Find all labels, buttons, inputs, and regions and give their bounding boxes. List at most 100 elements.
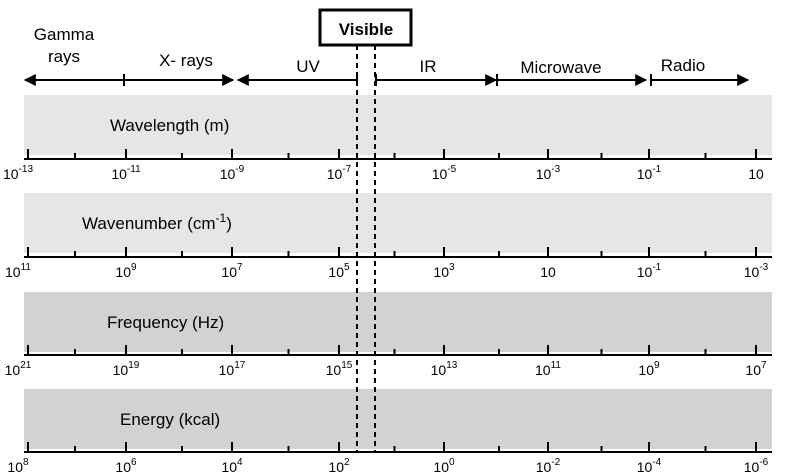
wavenumber-cm-tick-label: 10-3 bbox=[744, 262, 769, 280]
tick-exponent: -3 bbox=[759, 262, 768, 273]
wavenumber-cm-tick-label: 105 bbox=[328, 262, 350, 280]
tick-exponent: -11 bbox=[127, 164, 141, 175]
frequency-hz-label-text: Frequency (Hz) bbox=[107, 313, 224, 332]
tick-base: 10 bbox=[637, 166, 653, 182]
tick-exponent: 21 bbox=[20, 360, 32, 371]
tick-exponent: -5 bbox=[447, 164, 456, 175]
tick-base: 10 bbox=[535, 362, 551, 378]
wavenumber-cm-label-text: Wavenumber (cm bbox=[82, 214, 216, 233]
tick-base: 10 bbox=[328, 459, 344, 475]
tick-base: 10 bbox=[115, 264, 131, 280]
tick-exponent: -9 bbox=[235, 164, 244, 175]
microwave-label: Microwave bbox=[520, 58, 601, 77]
energy-kcal-tick-label: 10-6 bbox=[744, 457, 769, 475]
tick-exponent: 0 bbox=[449, 457, 455, 468]
frequency-hz-tick-label: 109 bbox=[638, 360, 660, 378]
wavelength-m-tick-label: 10-1 bbox=[637, 164, 662, 182]
energy-kcal-tick-label: 100 bbox=[433, 457, 455, 475]
tick-base: 10 bbox=[637, 264, 653, 280]
tick-base: 10 bbox=[433, 459, 449, 475]
tick-exponent: -7 bbox=[342, 164, 351, 175]
wavelength-m-tick-label: 10 bbox=[748, 166, 764, 182]
tick-base: 10 bbox=[433, 264, 449, 280]
tick-base: 10 bbox=[327, 166, 343, 182]
tick-exponent: 11 bbox=[21, 262, 32, 273]
tick-base: 10 bbox=[744, 459, 760, 475]
tick-exponent: 15 bbox=[341, 360, 353, 371]
visible-label: Visible bbox=[339, 20, 394, 39]
tick-exponent: 7 bbox=[761, 360, 767, 371]
frequency-hz-band bbox=[24, 292, 772, 352]
tick-base: 10 bbox=[219, 362, 235, 378]
wavelength-m-band bbox=[24, 95, 772, 155]
tick-base: 10 bbox=[432, 166, 448, 182]
wavelength-m-tick-label: 10-5 bbox=[432, 164, 457, 182]
tick-exponent: 17 bbox=[234, 360, 246, 371]
tick-exponent: 11 bbox=[551, 360, 562, 371]
tick-base: 10 bbox=[431, 362, 447, 378]
tick-exponent: -1 bbox=[652, 262, 661, 273]
wavelength-m-tick-label: 10-9 bbox=[220, 164, 245, 182]
energy-kcal-label-text: Energy (kcal) bbox=[120, 410, 220, 429]
tick-exponent: 9 bbox=[654, 360, 660, 371]
tick-base: 10 bbox=[745, 362, 761, 378]
tick-exponent: 13 bbox=[446, 360, 458, 371]
tick-base: 10 bbox=[637, 459, 653, 475]
tick-base: 10 bbox=[5, 264, 21, 280]
wavenumber-cm-band bbox=[24, 193, 772, 253]
wavelength-m-label-text: Wavelength (m) bbox=[110, 116, 229, 135]
wavelength-m-tick-label: 10-13 bbox=[3, 164, 33, 182]
tick-exponent: -3 bbox=[551, 164, 560, 175]
spectrum-scales: Wavelength (m)10-13 10-11 10-9 10-7 10-5 10-3… bbox=[3, 95, 772, 475]
wavenumber-cm-label-suffix: ) bbox=[226, 214, 232, 233]
uv-label: UV bbox=[296, 57, 320, 76]
tick-base: 10 bbox=[3, 166, 19, 182]
tick-exponent: 3 bbox=[449, 262, 455, 273]
frequency-hz-tick-label: 107 bbox=[745, 360, 767, 378]
energy-kcal-band bbox=[24, 389, 772, 449]
tick-base: 10 bbox=[115, 459, 131, 475]
wavenumber-cm-tick-label: 1011 bbox=[5, 262, 31, 280]
wavenumber-cm-tick-label: 10 bbox=[540, 264, 556, 280]
ir-label: IR bbox=[420, 57, 437, 76]
tick-exponent: 9 bbox=[131, 262, 137, 273]
energy-kcal-tick-label: 102 bbox=[328, 457, 350, 475]
wavenumber-cm-tick-label: 109 bbox=[115, 262, 137, 280]
gamma-rays-label: rays bbox=[48, 47, 80, 66]
wavelength-m-tick-label: 10-11 bbox=[111, 164, 141, 182]
energy-kcal-label: Energy (kcal) bbox=[120, 410, 220, 429]
frequency-hz-tick-label: 1021 bbox=[5, 360, 32, 378]
tick-exponent: 7 bbox=[237, 262, 243, 273]
x-rays-label: X- rays bbox=[159, 51, 213, 70]
energy-kcal-tick-label: 104 bbox=[221, 457, 243, 475]
tick-exponent: -4 bbox=[652, 457, 661, 468]
frequency-hz-tick-label: 1019 bbox=[113, 360, 140, 378]
frequency-hz-label: Frequency (Hz) bbox=[107, 313, 224, 332]
frequency-hz-tick-label: 1015 bbox=[326, 360, 353, 378]
spectrum-regions: Gamma rays X- rays UV IR Microwave Radio bbox=[23, 25, 750, 86]
tick-base: 10 bbox=[221, 264, 237, 280]
tick-base: 10 bbox=[748, 166, 764, 182]
tick-exponent: -1 bbox=[652, 164, 661, 175]
tick-exponent: 8 bbox=[23, 457, 29, 468]
energy-kcal-tick-label: 10-4 bbox=[637, 457, 662, 475]
wavenumber-cm-tick-label: 10-1 bbox=[637, 262, 662, 280]
tick-base: 10 bbox=[326, 362, 342, 378]
tick-exponent: -6 bbox=[759, 457, 768, 468]
tick-base: 10 bbox=[536, 166, 552, 182]
frequency-hz-tick-label: 1013 bbox=[431, 360, 458, 378]
tick-exponent: 6 bbox=[131, 457, 137, 468]
wavelength-m-tick-label: 10-7 bbox=[327, 164, 352, 182]
tick-base: 10 bbox=[5, 362, 21, 378]
gamma-rays-label: Gamma bbox=[34, 25, 95, 44]
tick-exponent: 2 bbox=[344, 457, 350, 468]
energy-kcal-tick-label: 10-2 bbox=[536, 457, 561, 475]
tick-exponent: -2 bbox=[551, 457, 560, 468]
tick-exponent: -13 bbox=[19, 164, 34, 175]
frequency-hz-tick-label: 1011 bbox=[535, 360, 561, 378]
frequency-hz-tick-label: 1017 bbox=[219, 360, 246, 378]
visible-box bbox=[318, 8, 413, 47]
wavenumber-cm-label: Wavenumber (cm-1) bbox=[82, 211, 232, 233]
tick-base: 10 bbox=[328, 264, 344, 280]
tick-base: 10 bbox=[536, 459, 552, 475]
